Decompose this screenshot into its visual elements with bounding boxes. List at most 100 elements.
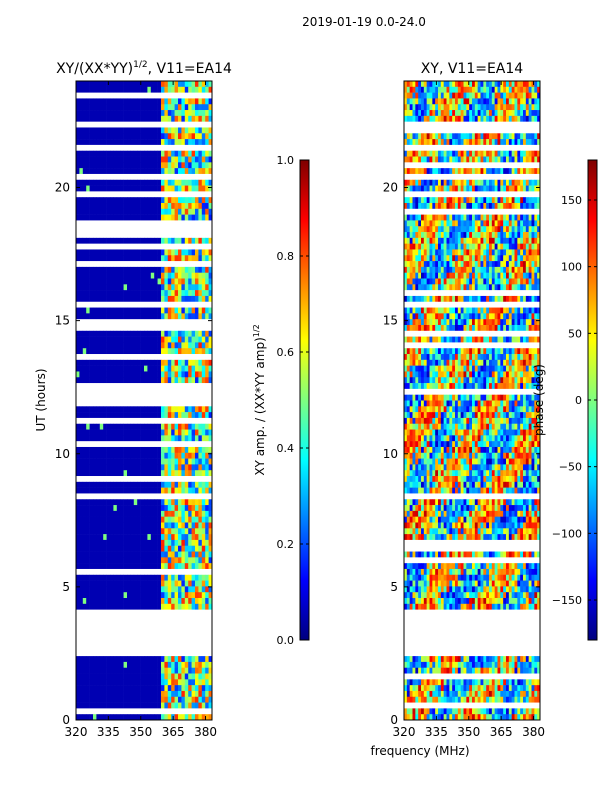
heatmap-cell [423, 324, 427, 332]
heatmap-cell [184, 115, 189, 122]
heatmap-cell [99, 214, 104, 221]
heatmap-cell [93, 359, 97, 366]
heatmap-cell [110, 656, 114, 663]
heatmap-cell [130, 522, 135, 529]
heatmap-cell [154, 598, 158, 605]
heatmap-row [76, 168, 212, 175]
heatmap-cell [174, 330, 179, 337]
heatmap-cell [103, 127, 107, 134]
heatmap-cell [120, 423, 124, 430]
heatmap-cell [154, 685, 158, 692]
heatmap-cell [110, 150, 114, 157]
heatmap-cell [113, 214, 118, 221]
heatmap-cell [188, 574, 192, 581]
heatmap-cell [201, 696, 206, 703]
heatmap-cell [188, 505, 192, 512]
heatmap-cell [96, 528, 101, 535]
heatmap-cell [483, 110, 487, 117]
heatmap-cell [523, 295, 527, 303]
heatmap-cell [120, 696, 124, 703]
heatmap-cell [432, 197, 436, 204]
heatmap-cell [506, 249, 510, 256]
heatmap-cell [171, 557, 175, 564]
heatmap-cell [178, 499, 182, 506]
heatmap-cell [99, 673, 104, 680]
heatmap-cell [123, 139, 128, 146]
heatmap-cell [511, 249, 515, 256]
heatmap-cell [201, 98, 206, 105]
heatmap-cell [89, 133, 94, 140]
heatmap-cell [426, 261, 430, 268]
heatmap-cell [76, 505, 80, 512]
heatmap-cell [137, 574, 141, 581]
heatmap-cell [477, 237, 481, 244]
heatmap-cell [167, 371, 172, 378]
heatmap-cell [130, 150, 135, 157]
heatmap-cell [157, 377, 162, 384]
heatmap-cell [164, 534, 169, 541]
heatmap-cell [440, 202, 444, 210]
heatmap-cell [147, 365, 152, 372]
x-tick-label: 365 [162, 725, 185, 739]
heatmap-cell [463, 104, 467, 111]
heatmap-cell [440, 197, 444, 204]
heatmap-cell [208, 667, 212, 674]
heatmap-cell [528, 220, 532, 227]
heatmap-cell [140, 435, 145, 442]
heatmap-cell [205, 574, 209, 581]
heatmap-cell [188, 661, 192, 669]
heatmap-cell [137, 545, 141, 552]
heatmap-cell [93, 702, 97, 709]
heatmap-cell [99, 365, 104, 372]
heatmap-cell [164, 237, 169, 244]
heatmap-cell [157, 563, 162, 570]
heatmap-cell [205, 690, 209, 698]
heatmap-cell [418, 295, 422, 303]
heatmap-cell [181, 86, 186, 93]
heatmap-cell [404, 249, 408, 256]
heatmap-cell [82, 522, 87, 529]
heatmap-cell [103, 592, 107, 599]
heatmap-cell [89, 557, 94, 564]
heatmap-cell [164, 487, 169, 494]
heatmap-cell [164, 574, 169, 581]
heatmap-cell [198, 185, 203, 192]
heatmap-cell [474, 226, 478, 233]
heatmap-cell [432, 168, 436, 175]
heatmap-cell [198, 656, 203, 663]
heatmap-cell [157, 435, 162, 442]
heatmap-cell [154, 150, 158, 157]
heatmap-cell [127, 208, 131, 215]
heatmap-cell [161, 563, 165, 570]
heatmap-cell [500, 98, 504, 105]
heatmap-cell [96, 115, 101, 122]
heatmap-cell [120, 290, 124, 297]
heatmap-cell [96, 580, 101, 587]
heatmap-cell [103, 86, 107, 93]
heatmap-row [76, 185, 212, 192]
heatmap-cell [120, 685, 124, 692]
heatmap-cell [76, 412, 80, 419]
heatmap-cell [514, 150, 518, 157]
heatmap-cell [514, 237, 518, 244]
heatmap-cell [133, 185, 138, 192]
heatmap-cell [443, 197, 447, 204]
heatmap-cell [205, 278, 209, 285]
heatmap-cell [184, 272, 189, 279]
heatmap-cell [520, 150, 524, 157]
heatmap-cell [426, 272, 430, 279]
heatmap-cell [174, 98, 179, 105]
heatmap-cell [409, 110, 413, 117]
heatmap-cell [161, 162, 165, 169]
heatmap-cell [188, 679, 192, 686]
heatmap-cell [113, 284, 118, 291]
heatmap-cell [86, 702, 90, 709]
heatmap-cell [130, 714, 135, 720]
heatmap-cell [474, 272, 478, 279]
heatmap-cell [480, 156, 484, 163]
heatmap-cell [208, 115, 212, 122]
heatmap-cell [154, 278, 158, 285]
heatmap-cell [82, 127, 87, 134]
heatmap-cell [106, 197, 111, 204]
heatmap-cell [116, 278, 121, 285]
